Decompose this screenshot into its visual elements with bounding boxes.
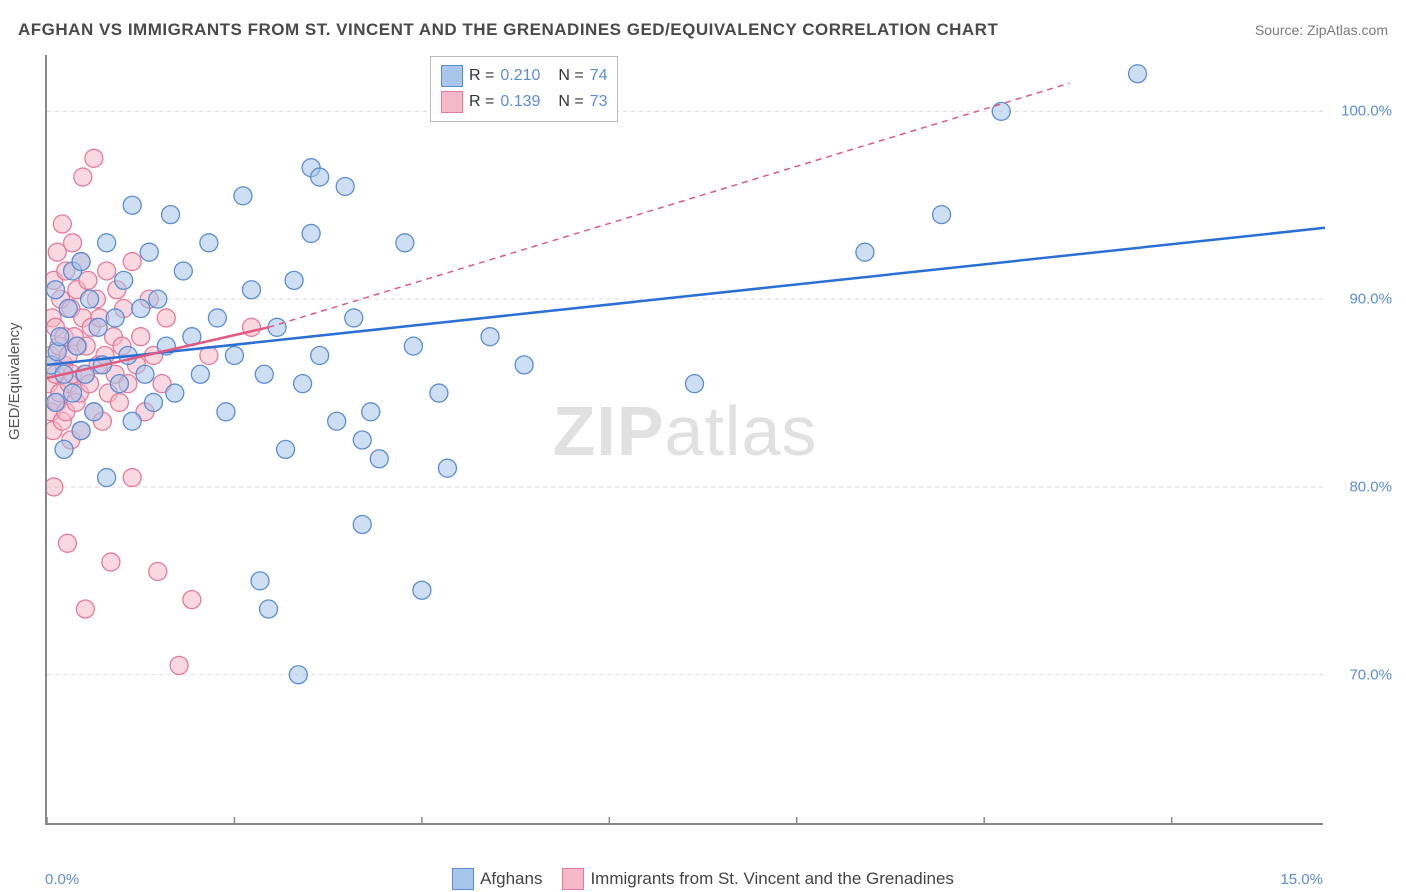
series-legend: Afghans Immigrants from St. Vincent and … [0,868,1406,890]
plot-area: ZIPatlas [45,55,1323,825]
legend-item-afghans: Afghans [452,868,542,890]
xtick-first: 0.0% [45,871,79,888]
ytick-70: 70.0% [1349,666,1392,683]
scatter-svg [47,55,1325,825]
ytick-80: 80.0% [1349,478,1392,495]
swatch-afghans [452,868,474,890]
r-label: R = [469,67,494,85]
y-axis-label: GED/Equivalency [6,322,23,440]
chart-container: AFGHAN VS IMMIGRANTS FROM ST. VINCENT AN… [0,0,1406,892]
n-label: N = [558,67,583,85]
swatch-svg [441,91,463,113]
legend-item-svg: Immigrants from St. Vincent and the Gren… [562,868,953,890]
stats-legend: R = 0.210 N = 74 R = 0.139 N = 73 [430,56,618,122]
source-label: Source: ZipAtlas.com [1255,22,1388,38]
stats-row-afghans: R = 0.210 N = 74 [441,63,607,89]
r-value-afghans: 0.210 [500,67,552,85]
legend-label-svg: Immigrants from St. Vincent and the Gren… [590,869,953,889]
r-label: R = [469,93,494,111]
ytick-100: 100.0% [1341,103,1392,120]
stats-row-svg: R = 0.139 N = 73 [441,89,607,115]
r-value-svg: 0.139 [500,93,552,111]
n-value-afghans: 74 [590,67,608,85]
ytick-90: 90.0% [1349,291,1392,308]
swatch-afghans [441,65,463,87]
legend-label-afghans: Afghans [480,869,542,889]
swatch-svg [562,868,584,890]
chart-title: AFGHAN VS IMMIGRANTS FROM ST. VINCENT AN… [18,20,998,40]
n-label: N = [558,93,583,111]
n-value-svg: 73 [590,93,608,111]
xtick-last: 15.0% [1280,871,1323,888]
